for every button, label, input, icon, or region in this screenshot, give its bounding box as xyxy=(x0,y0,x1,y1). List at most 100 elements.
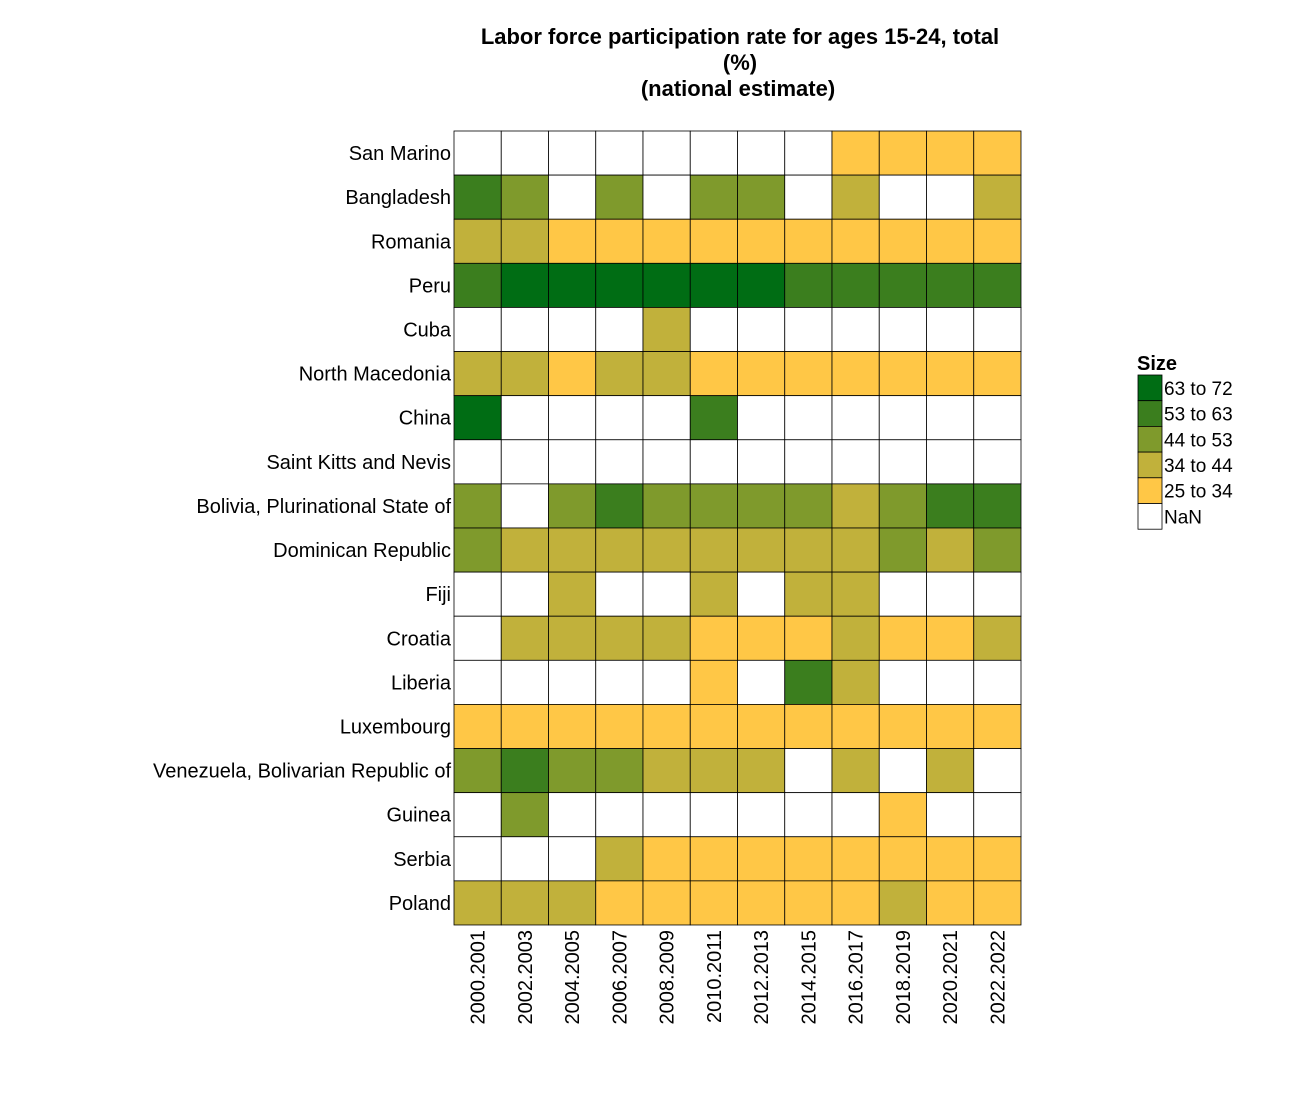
y-tick-label: Guinea xyxy=(387,805,452,827)
legend-label: 25 to 34 xyxy=(1164,482,1233,503)
heatmap-cell xyxy=(737,351,786,397)
heatmap-cell xyxy=(926,262,975,308)
heatmap-cell xyxy=(737,880,786,926)
y-tick-label: North Macedonia xyxy=(299,364,452,386)
heatmap-cell xyxy=(831,262,880,308)
heatmap-cell xyxy=(973,836,1022,882)
heatmap-cell xyxy=(784,792,833,838)
heatmap-cell xyxy=(595,659,644,705)
heatmap-cell xyxy=(548,307,597,352)
heatmap-cell xyxy=(926,483,975,529)
heatmap-cell xyxy=(878,527,927,573)
heatmap-cell xyxy=(831,351,880,397)
heatmap-cell xyxy=(831,836,880,882)
heatmap-cell xyxy=(737,218,786,264)
heatmap-cell xyxy=(500,483,549,529)
heatmap-cell xyxy=(784,659,833,705)
heatmap-cell xyxy=(548,395,597,441)
heatmap-cell xyxy=(453,351,502,397)
heatmap-cell xyxy=(595,571,644,617)
heatmap-cell xyxy=(500,351,549,397)
heatmap-cell xyxy=(642,262,691,308)
heatmap-cell xyxy=(737,262,786,308)
heatmap-cell xyxy=(878,836,927,882)
heatmap-cell xyxy=(689,130,738,176)
heatmap-cell xyxy=(784,307,833,352)
heatmap-cell xyxy=(453,262,502,308)
x-tick-label: 2016.2017 xyxy=(846,930,868,1025)
heatmap-cell xyxy=(784,130,833,176)
heatmap-cell xyxy=(878,307,927,352)
heatmap-cell xyxy=(595,483,644,529)
heatmap-cell xyxy=(689,836,738,882)
heatmap-cell xyxy=(831,748,880,794)
legend-swatch xyxy=(1137,425,1163,453)
heatmap-cell xyxy=(737,615,786,661)
heatmap-cell xyxy=(784,174,833,220)
legend: Size 63 to 72 53 to 63 44 to 53 34 to 44 25 … xyxy=(1137,353,1233,530)
heatmap-cell xyxy=(926,439,975,485)
heatmap-cell xyxy=(453,527,502,573)
heatmap-cell xyxy=(689,174,738,220)
heatmap-cell xyxy=(500,130,549,176)
heatmap-cell xyxy=(973,615,1022,661)
heatmap-cell xyxy=(689,483,738,529)
heatmap-cell xyxy=(831,704,880,749)
heatmap-cell xyxy=(548,659,597,705)
heatmap-cell xyxy=(642,351,691,397)
heatmap-cell xyxy=(453,130,502,176)
heatmap-cell xyxy=(878,880,927,926)
heatmap-cell xyxy=(548,483,597,529)
y-tick-label: Poland xyxy=(389,893,451,915)
heatmap-cell xyxy=(453,659,502,705)
heatmap-cell xyxy=(973,174,1022,220)
heatmap-cell xyxy=(973,307,1022,352)
heatmap-cell xyxy=(595,395,644,441)
heatmap-cell xyxy=(784,748,833,794)
heatmap-cell xyxy=(689,351,738,397)
heatmap-cell xyxy=(831,571,880,617)
heatmap-cell xyxy=(689,571,738,617)
x-tick-label: 2000.2001 xyxy=(468,930,490,1025)
heatmap-cell xyxy=(548,792,597,838)
legend-title: Size xyxy=(1137,353,1177,375)
heatmap-cell xyxy=(500,748,549,794)
heatmap-cell xyxy=(973,351,1022,397)
heatmap-cell xyxy=(500,439,549,485)
heatmap-cell xyxy=(642,130,691,176)
heatmap-cell xyxy=(878,130,927,176)
heatmap-cell xyxy=(453,483,502,529)
y-axis-labels: San Marino Bangladesh Romania Peru Cuba North… xyxy=(153,143,452,915)
heatmap-cell xyxy=(689,704,738,749)
heatmap-cell xyxy=(784,836,833,882)
x-tick-label: 2018.2019 xyxy=(893,930,915,1025)
heatmap-cell xyxy=(548,262,597,308)
x-tick-label: 2022.2022 xyxy=(987,930,1009,1025)
heatmap-cell xyxy=(784,395,833,441)
heatmap-cell xyxy=(500,395,549,441)
chart-title: Labor force participation rate for ages … xyxy=(481,24,999,101)
heatmap-cell xyxy=(926,307,975,352)
x-axis-labels: 2000.2001 2002.2003 2004.2005 2006.2007 2008… xyxy=(468,930,1010,1025)
y-tick-label: San Marino xyxy=(349,143,451,165)
heatmap-cell xyxy=(595,836,644,882)
y-tick-label: Cuba xyxy=(403,319,452,341)
heatmap-cell xyxy=(926,351,975,397)
heatmap-cell xyxy=(642,174,691,220)
heatmap-cell xyxy=(784,439,833,485)
heatmap-cell xyxy=(453,836,502,882)
y-tick-label: Luxembourg xyxy=(340,716,451,738)
heatmap-cell xyxy=(926,130,975,176)
heatmap-cell xyxy=(642,439,691,485)
heatmap-cell xyxy=(737,792,786,838)
heatmap-cell xyxy=(453,218,502,264)
heatmap-cell xyxy=(642,218,691,264)
heatmap-cell xyxy=(548,218,597,264)
heatmap-cell xyxy=(500,704,549,749)
heatmap-cell xyxy=(595,748,644,794)
x-tick-label: 2014.2015 xyxy=(798,930,820,1025)
heatmap-cell xyxy=(689,748,738,794)
heatmap-cell xyxy=(737,130,786,176)
heatmap-cell xyxy=(878,571,927,617)
heatmap-cell xyxy=(737,395,786,441)
